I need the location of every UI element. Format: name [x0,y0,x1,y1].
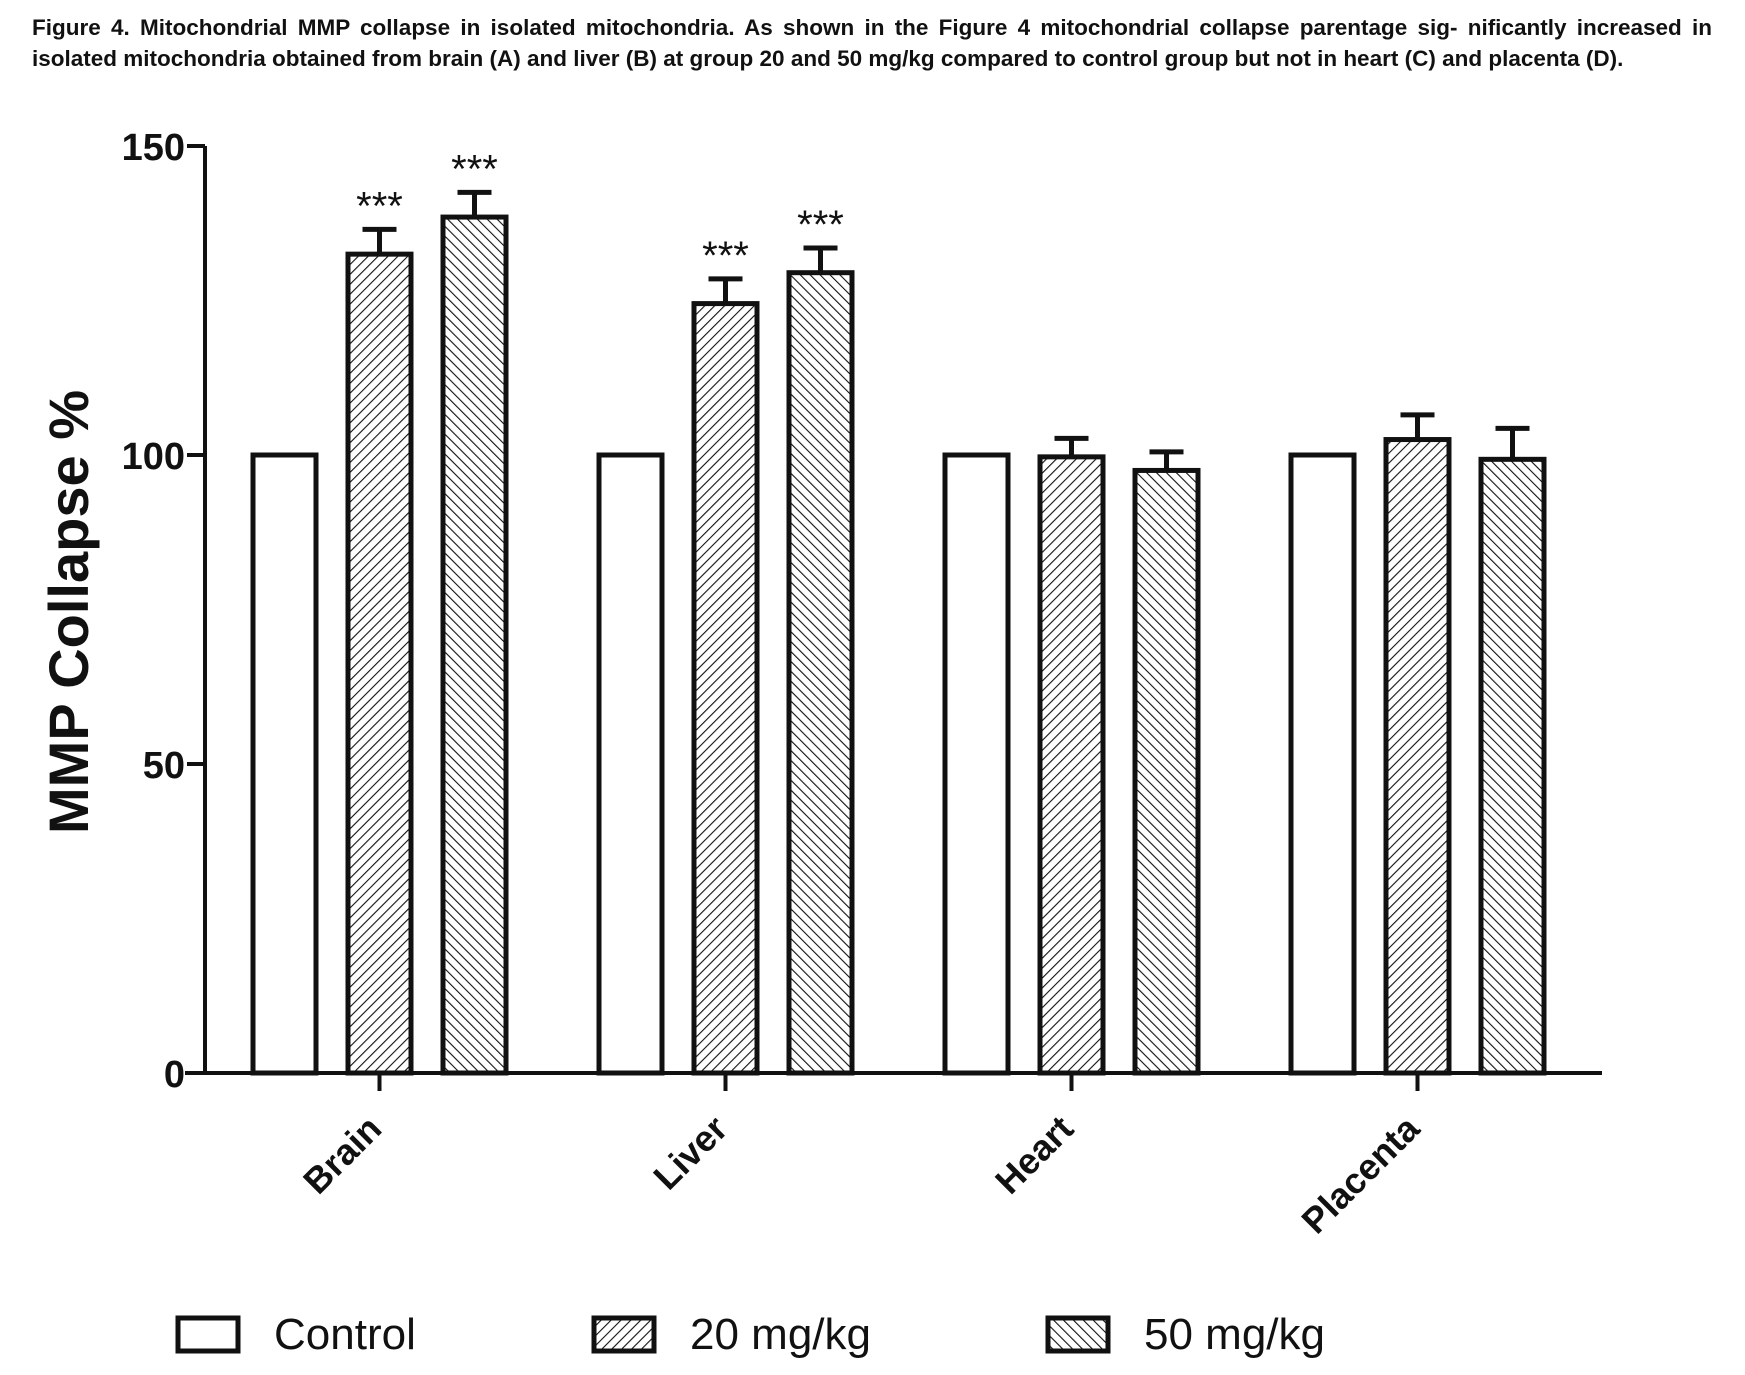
bar [250,452,319,1076]
bar [1132,467,1201,1076]
x-ticks: Brain Liver Heart Placenta [295,1073,1428,1241]
bar [942,452,1011,1076]
y-ticks: 0 50 100 150 [122,127,205,1096]
legend-swatch [1045,1315,1111,1354]
bar [1037,454,1106,1076]
legend-label: 50 mg/kg [1144,1310,1325,1359]
bar [1383,437,1452,1076]
y-tick-label: 50 [143,745,185,787]
x-tick-label: Liver [645,1108,735,1198]
bars: *** *** *** *** [250,147,1547,1076]
bar [1478,456,1547,1076]
legend: Control 20 mg/kg 50 mg/kg [175,1310,1325,1359]
legend-swatch [591,1315,657,1354]
bar [345,251,414,1076]
x-tick-label: Brain [295,1108,389,1202]
legend-label: 20 mg/kg [690,1310,871,1359]
y-axis-label: MMP Collapse % [37,390,100,834]
bar [1288,452,1357,1076]
x-tick-label: Heart [987,1108,1081,1202]
legend-swatch [175,1315,241,1354]
bar [786,270,855,1076]
significance-label: *** [797,203,844,247]
figure-caption: Figure 4. Mitochondrial MMP collapse in … [32,15,1712,71]
legend-label: Control [274,1310,416,1359]
y-tick-label: 150 [122,127,185,169]
bar [596,452,665,1076]
x-tick-label: Placenta [1293,1107,1427,1241]
significance-label: *** [356,184,403,228]
bar [691,301,760,1076]
y-tick-label: 0 [164,1054,185,1096]
bar [440,214,509,1076]
y-tick-label: 100 [122,436,185,478]
significance-label: *** [451,147,498,191]
significance-label: *** [702,234,749,278]
